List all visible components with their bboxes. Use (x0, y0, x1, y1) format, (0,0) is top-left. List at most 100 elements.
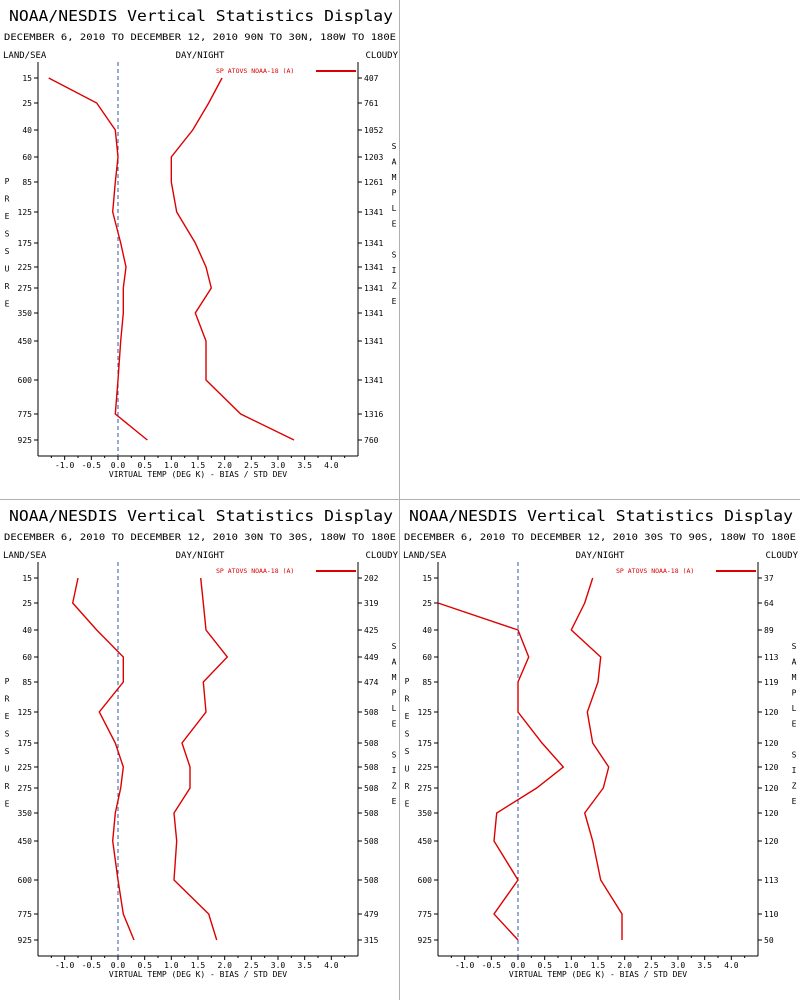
pressure-label: 925 (418, 936, 433, 945)
bias-line (48, 77, 148, 441)
pressure-axis-letter: P (405, 677, 410, 686)
header-day-night: DAY/NIGHT (176, 51, 225, 61)
x-tick-label: 1.5 (191, 461, 206, 470)
x-tick-label: 4.0 (724, 961, 739, 970)
sample-size-label: 761 (364, 99, 379, 108)
pressure-label: 15 (22, 74, 32, 83)
header-cloudy: CLOUDY (365, 51, 398, 61)
pressure-axis-letter: P (5, 177, 10, 186)
x-tick-label: 0.0 (511, 961, 526, 970)
std-dev-line (173, 577, 229, 941)
chart-title: NOAA/NESDIS Vertical Statistics Display (9, 507, 393, 525)
pressure-axis-letter: R (405, 782, 410, 791)
sample-size-label: 120 (764, 708, 779, 717)
sample-size-label: 508 (364, 876, 379, 885)
sample-size-label: 1341 (364, 376, 383, 385)
x-tick-label: 1.5 (591, 961, 606, 970)
pressure-axis-letter: E (5, 212, 10, 221)
pressure-label: 175 (418, 739, 433, 748)
sample-size-axis-letter: Z (792, 782, 797, 791)
pressure-label: 25 (22, 99, 32, 108)
pressure-axis-letter: R (5, 282, 10, 291)
sample-size-label: 37 (764, 574, 774, 583)
chart-panel-tropics: NOAA/NESDIS Vertical Statistics Display D… (0, 500, 400, 1000)
sample-size-label: 120 (764, 837, 779, 846)
pressure-label: 225 (18, 763, 33, 772)
pressure-label: 275 (18, 784, 33, 793)
sample-size-label: 1341 (364, 208, 383, 217)
sample-size-label: 508 (364, 809, 379, 818)
sample-size-axis-letter: L (392, 704, 397, 713)
x-axis-label: VIRTUAL TEMP (DEG K) - BIAS / STD DEV (509, 970, 687, 979)
pressure-label: 25 (422, 599, 432, 608)
pressure-label: 85 (422, 678, 432, 687)
pressure-label: 600 (18, 876, 33, 885)
x-tick-label: 3.0 (271, 961, 286, 970)
sample-size-label: 120 (764, 739, 779, 748)
chart-subtitle: DECEMBER 6, 2010 TO DECEMBER 12, 2010 30… (4, 533, 396, 543)
sample-size-axis-letter: E (392, 220, 397, 229)
x-tick-label: 3.5 (297, 961, 312, 970)
sample-size-label: 508 (364, 708, 379, 717)
pressure-label: 925 (18, 436, 33, 445)
sample-size-label: 113 (764, 653, 779, 662)
sample-size-axis-letter: Z (392, 782, 397, 791)
sample-size-axis-letter: P (392, 689, 397, 698)
pressure-axis-letter: U (405, 765, 410, 774)
sample-size-axis-letter: S (792, 642, 797, 651)
sample-size-label: 202 (364, 574, 379, 583)
sample-size-label: 1203 (364, 153, 383, 162)
sample-size-label: 508 (364, 784, 379, 793)
sample-size-label: 120 (764, 763, 779, 772)
pressure-label: 15 (422, 574, 432, 583)
x-tick-label: 1.5 (191, 961, 206, 970)
chart-svg-tropics: NOAA/NESDIS Vertical Statistics Display D… (3, 507, 399, 979)
legend-label: SP ATOVS NOAA-18 (A) (216, 67, 294, 75)
pressure-label: 175 (18, 739, 33, 748)
pressure-label: 275 (18, 284, 33, 293)
sample-size-axis-letter: E (792, 797, 797, 806)
x-tick-label: 2.5 (644, 961, 659, 970)
x-axis-label: VIRTUAL TEMP (DEG K) - BIAS / STD DEV (109, 970, 287, 979)
sample-size-axis-letter: A (392, 658, 397, 667)
sample-size-label: 89 (764, 626, 774, 635)
x-tick-label: -0.5 (482, 961, 501, 970)
sample-size-label: 1341 (364, 239, 383, 248)
sample-size-label: 113 (764, 876, 779, 885)
x-tick-label: 0.5 (137, 961, 152, 970)
sample-size-axis-letter: E (392, 297, 397, 306)
header-day-night: DAY/NIGHT (576, 551, 625, 561)
sample-size-axis-letter: P (392, 189, 397, 198)
pressure-label: 60 (22, 153, 32, 162)
pressure-axis-letter: E (405, 800, 410, 809)
pressure-axis-letter: E (405, 712, 410, 721)
pressure-label: 85 (22, 678, 32, 687)
pressure-label: 125 (418, 708, 433, 717)
pressure-axis-letter: P (5, 677, 10, 686)
pressure-axis-letter: U (5, 265, 10, 274)
x-tick-label: 0.0 (111, 961, 126, 970)
chart-svg-north: NOAA/NESDIS Vertical Statistics Display D… (3, 7, 399, 479)
header-cloudy: CLOUDY (365, 551, 398, 561)
pressure-label: 40 (422, 626, 432, 635)
pressure-label: 25 (22, 599, 32, 608)
sample-size-label: 760 (364, 436, 379, 445)
x-tick-label: 3.5 (297, 461, 312, 470)
pressure-label: 40 (22, 626, 32, 635)
pressure-label: 60 (22, 653, 32, 662)
chart-subtitle: DECEMBER 6, 2010 TO DECEMBER 12, 2010 90… (4, 33, 396, 43)
sample-size-axis-letter: I (392, 266, 397, 275)
x-tick-label: 4.0 (324, 461, 339, 470)
pressure-label: 600 (418, 876, 433, 885)
sample-size-axis-letter: S (392, 642, 397, 651)
sample-size-label: 479 (364, 910, 379, 919)
sample-size-axis-letter: L (792, 704, 797, 713)
sample-size-label: 1341 (364, 309, 383, 318)
pressure-axis-letter: S (405, 747, 410, 756)
pressure-label: 450 (18, 337, 33, 346)
std-dev-line (170, 77, 295, 441)
sample-size-axis-letter: M (392, 173, 397, 182)
sample-size-axis-letter: E (392, 797, 397, 806)
panel-divider-vertical (399, 0, 400, 1000)
sample-size-axis-letter: S (392, 251, 397, 260)
